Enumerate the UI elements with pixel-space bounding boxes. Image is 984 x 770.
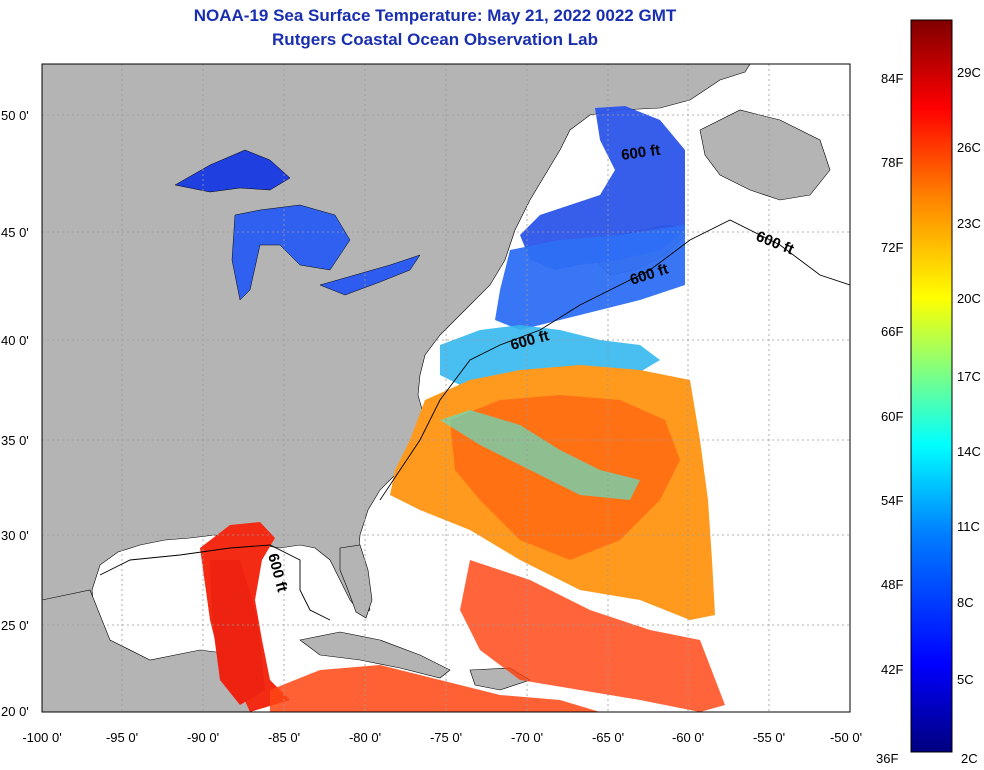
isobath-label-1: 600 ft [620,142,661,164]
cb-c-11: 11C [957,519,980,534]
isobath-gulf [99,544,331,621]
colorbar [910,19,953,753]
lake-michigan-huron [231,204,351,301]
lon-tick-90: -90 0' [187,730,219,745]
lon-tick-labels: -100 0' -95 0' -90 0' -85 0' -80 0' -75 … [22,730,862,745]
colorbar-c-labels: 29C 26C 23C 20C 17C 14C 11C 8C 5C 2C [957,65,981,766]
lat-tick-45: 45 0' [1,225,29,240]
lon-tick-75: -75 0' [430,730,462,745]
cb-c-8: 8C [957,595,974,610]
lon-tick-55: -55 0' [753,730,785,745]
lat-tick-25: 25 0' [1,618,29,633]
lat-tick-50: 50 0' [1,108,29,123]
lon-tick-50: -50 0' [830,730,862,745]
cb-c-5: 5C [957,672,974,687]
cb-c-23: 23C [957,216,981,231]
sst-gulf-clear-red [210,560,265,705]
cb-f-60: 60F [881,409,903,424]
chart-title: NOAA-19 Sea Surface Temperature: May 21,… [193,6,677,25]
cb-f-72: 72F [881,240,903,255]
cb-c-17: 17C [957,369,981,384]
cb-f-48: 48F [881,577,903,592]
isobath-line [379,219,850,501]
land-newfoundland [699,109,831,201]
map-frame [41,63,851,713]
lon-tick-100: -100 0' [22,730,61,745]
lat-tick-labels: 50 0' 45 0' 40 0' 35 0' 30 0' 25 0' 20 0… [1,108,29,719]
sst-caribbean [270,665,600,712]
graticule [42,64,850,712]
cb-c-26: 26C [957,140,981,155]
cb-f-42: 42F [881,662,903,677]
cb-f-84: 84F [881,71,903,86]
cb-c-20: 20C [957,291,981,306]
lon-tick-85: -85 0' [268,730,300,745]
cb-f-36: 36F [876,751,898,766]
colorbar-f-labels: 84F 78F 72F 66F 60F 54F 48F 42F 36F [876,71,903,766]
lat-tick-30: 30 0' [1,528,29,543]
lake-erie-ontario [319,254,421,296]
lat-tick-40: 40 0' [1,333,29,348]
cb-f-78: 78F [881,155,903,170]
map-layers: 600 ft 600 ft 600 ft 600 ft 600 ft [42,64,850,712]
lon-tick-60: -60 0' [672,730,704,745]
sst-hot-south [460,560,725,712]
lon-tick-65: -65 0' [592,730,624,745]
chart-subtitle: Rutgers Coastal Ocean Observation Lab [272,30,598,49]
land-cuba [299,631,451,679]
cb-c-29: 29C [957,65,981,80]
lat-tick-20: 20 0' [1,704,29,719]
lat-tick-35: 35 0' [1,433,29,448]
land-florida [339,544,373,619]
land-north-america [42,64,751,712]
lon-tick-80: -80 0' [349,730,381,745]
cb-c-14: 14C [957,444,981,459]
cb-f-66: 66F [881,324,903,339]
sst-cold-north [520,106,685,270]
lon-tick-70: -70 0' [511,730,543,745]
sst-cold-shelf [495,225,685,330]
sst-cool-filament [440,410,640,500]
cb-c-2: 2C [961,751,978,766]
lake-superior [174,149,291,193]
lon-tick-95: -95 0' [106,730,138,745]
cb-f-54: 54F [881,493,903,508]
